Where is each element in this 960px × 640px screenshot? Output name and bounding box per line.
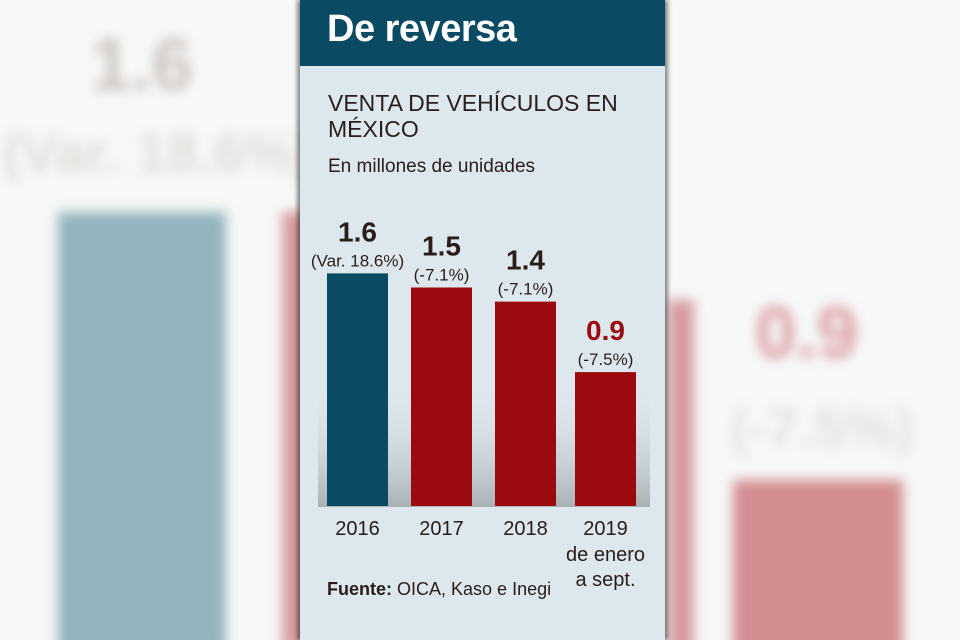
source-note: Fuente: OICA, Kaso e Inegi xyxy=(327,577,551,601)
blurred-bar-2016 xyxy=(58,212,226,640)
change-label-2019: (-7.5%) xyxy=(578,350,634,369)
infographic-card: De reversa VENTA DE VEHÍCULOS EN MÉXICO … xyxy=(300,0,665,640)
source-text: OICA, Kaso e Inegi xyxy=(397,579,552,599)
value-label-2017: 1.5 xyxy=(422,231,461,262)
chart-units: En millones de unidades xyxy=(328,156,536,177)
x-tick-note-line2: a sept. xyxy=(575,569,635,591)
header-banner: De reversa xyxy=(300,0,665,66)
value-label-2019: 0.9 xyxy=(586,315,625,346)
blurred-bar-2018 xyxy=(668,300,694,640)
header-title: De reversa xyxy=(327,8,517,50)
value-label-2018: 1.4 xyxy=(506,245,545,276)
bar-2018 xyxy=(495,301,556,506)
source-label: Fuente: xyxy=(327,579,392,599)
bar-2019 xyxy=(575,372,636,506)
bar-chart: 1.6 (Var. 18.6%) 2016 1.5 (-7.1%) 2017 1.4 (-7.… xyxy=(311,216,650,591)
x-tick-note-line1: de enero xyxy=(566,544,645,566)
value-label-2016: 1.6 xyxy=(338,216,377,247)
chart-title: VENTA DE VEHÍCULOS EN MÉXICO xyxy=(328,90,618,142)
blurred-value-right: 0.9 xyxy=(755,291,858,374)
bar-2017 xyxy=(411,287,472,506)
change-label-2016: (Var. 18.6%) xyxy=(311,251,404,270)
blurred-change-left: (Var. 18.6%) xyxy=(2,121,314,184)
blurred-value-left: 1.6 xyxy=(90,23,193,106)
x-tick-2016: 2016 xyxy=(335,518,380,540)
change-label-2018: (-7.1%) xyxy=(498,280,554,299)
bar-2016 xyxy=(327,273,388,506)
x-tick-2019: 2019 xyxy=(583,518,628,540)
x-tick-2017: 2017 xyxy=(419,518,464,540)
blurred-change-right: (-7.5%) xyxy=(730,396,914,459)
blurred-bar-2019 xyxy=(733,480,903,640)
x-tick-2018: 2018 xyxy=(503,518,548,540)
change-label-2017: (-7.1%) xyxy=(414,266,470,285)
